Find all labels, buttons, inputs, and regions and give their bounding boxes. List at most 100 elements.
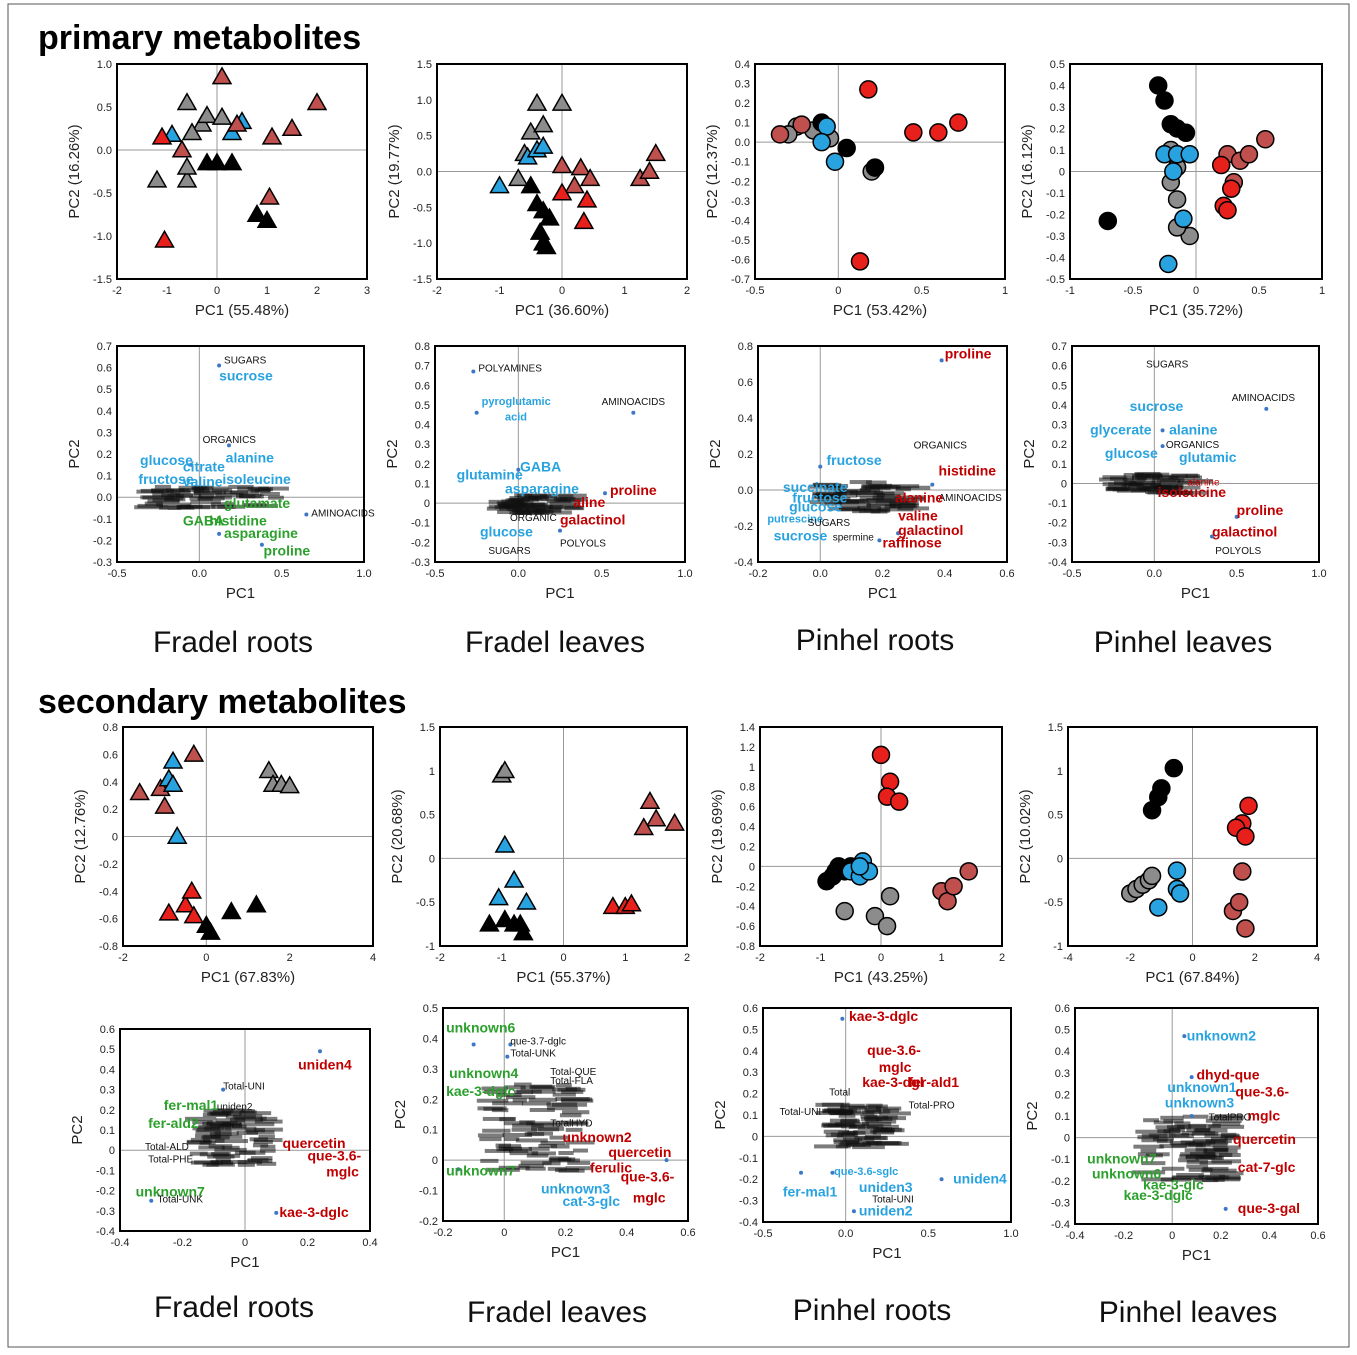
loading-cluster-mark: [1208, 1124, 1245, 1129]
x-tick-label: 0.4: [619, 1227, 634, 1239]
loading-cluster-mark: [546, 499, 572, 504]
loading-cluster-mark: [211, 504, 236, 509]
loading-label: quercetin: [608, 1144, 671, 1160]
loading-cluster-mark: [245, 1128, 265, 1133]
y-tick-label: -0.3: [1048, 537, 1067, 549]
loading-cluster-mark: [165, 496, 184, 501]
circle-marker-blue: [1159, 254, 1178, 274]
loading-cluster-mark: [144, 501, 163, 506]
x-tick-label: 0.6: [1310, 1230, 1325, 1242]
loading-cluster-mark: [825, 495, 841, 500]
y-tick-label: -1.5: [93, 274, 112, 286]
triangle-marker-brown: [664, 812, 685, 831]
loading-cluster-mark: [1173, 485, 1201, 490]
loading-cluster-mark: [808, 484, 841, 489]
x-tick-label: 1: [1319, 285, 1325, 297]
y-axis-label: PC2 (12.76%): [72, 789, 89, 883]
loading-cluster-mark: [865, 1119, 897, 1124]
loading-cluster-mark: [268, 495, 284, 500]
x-tick-label: 0.0: [813, 568, 828, 580]
loading-cluster-mark: [865, 480, 887, 485]
loading-cluster-mark: [530, 504, 553, 509]
loading-cluster-mark: [1201, 1168, 1237, 1173]
loading-cluster-mark: [896, 485, 931, 490]
loading-cluster-mark: [221, 1145, 240, 1150]
section-title-primary: primary metabolites: [38, 19, 361, 57]
loading-label: isoleucine: [1158, 484, 1227, 500]
y-tick-label: 1: [429, 766, 435, 778]
loading-cluster-mark: [154, 484, 172, 489]
loading-cluster-mark: [247, 487, 273, 492]
circle-marker-blue: [1174, 209, 1193, 229]
loading-cluster-mark: [549, 501, 580, 506]
loading-label: proline: [264, 543, 311, 559]
y-tick-label: -0.2: [1046, 210, 1065, 222]
loading-cluster-mark: [1168, 490, 1193, 495]
triangle-marker-grey: [551, 92, 573, 111]
loading-point: [877, 538, 882, 543]
y-tick-label: -0.2: [93, 535, 112, 547]
caption-fradel-leaves-secondary: Fradel leaves: [467, 1296, 647, 1329]
loading-label: fer-ald2: [148, 1115, 199, 1131]
x-tick-label: -0.5: [1063, 568, 1082, 580]
circle-marker-red: [1211, 155, 1231, 175]
loading-cluster-mark: [893, 497, 915, 502]
circle-marker-brown: [944, 877, 963, 896]
y-tick-label: 0.8: [740, 782, 755, 794]
loading-label: que-3.6-sglc: [834, 1166, 898, 1178]
triangle-marker-blue: [162, 750, 184, 769]
x-tick-label: -4: [1063, 952, 1073, 964]
loading-label: unknown4: [449, 1065, 518, 1081]
loading-cluster-mark: [491, 1108, 509, 1113]
triangle-marker-brown: [261, 126, 283, 145]
loading-cluster-mark: [530, 1126, 565, 1131]
loading-cluster-mark: [1163, 1119, 1184, 1124]
loading-cluster-mark: [1169, 1141, 1196, 1146]
circle-marker-black: [1155, 91, 1174, 110]
x-tick-label: -1: [162, 285, 172, 297]
circle-marker-brown: [792, 115, 811, 134]
loading-cluster-mark: [1213, 1177, 1241, 1182]
y-tick-label: 0.8: [415, 341, 430, 353]
chart-prim-score-pinhel-leaves: -1 -0.5 0 0.5 1-0.5-0.4-0.3-0.2-0.100.10.20.…: [1019, 59, 1325, 319]
loading-cluster-mark: [555, 1083, 572, 1088]
x-tick-label: 1.0: [1003, 1228, 1018, 1240]
loading-point: [516, 467, 521, 472]
loading-label: Total: [829, 1088, 850, 1099]
x-tick-label: 0.0: [1147, 568, 1162, 580]
loading-label: AMINOACIDS: [939, 493, 1003, 504]
x-tick-label: 2: [314, 285, 320, 297]
loading-point: [631, 410, 636, 415]
loading-point: [1264, 406, 1269, 411]
circle-marker-blue: [1149, 898, 1168, 917]
triangle-marker-black: [479, 913, 500, 932]
loading-cluster-mark: [485, 1167, 520, 1172]
x-tick-label: -1: [1065, 285, 1075, 297]
loading-point: [217, 363, 222, 368]
loading-label: uniden4: [298, 1056, 352, 1072]
loading-cluster-mark: [506, 1095, 536, 1100]
x-tick-label: -1: [497, 952, 507, 964]
loading-label: kae-3-glc: [1143, 1176, 1204, 1192]
loading-label: unknown2: [1187, 1027, 1256, 1043]
y-tick-label: -0.3: [731, 196, 750, 208]
loading-cluster-mark: [1135, 1129, 1171, 1134]
loading-cluster-mark: [240, 1109, 255, 1114]
y-tick-label: -0.4: [99, 886, 118, 898]
plot-frame: [116, 63, 368, 280]
loading-label: glycerate: [1090, 421, 1152, 437]
loading-cluster-mark: [1186, 1164, 1209, 1169]
y-tick-label: 0.5: [415, 400, 430, 412]
x-tick-label: 0.5: [921, 1228, 936, 1240]
loading-point: [1223, 1206, 1228, 1211]
triangle-marker-grey: [176, 169, 198, 188]
loading-cluster-mark: [229, 490, 249, 495]
x-tick-label: 2: [1252, 952, 1258, 964]
loading-cluster-mark: [209, 1132, 232, 1137]
triangle-marker-grey: [258, 760, 280, 779]
y-tick-label: 0.1: [743, 1110, 758, 1122]
loading-cluster-mark: [1105, 486, 1131, 491]
y-tick-label: -0.1: [1051, 1154, 1070, 1166]
y-tick-label: -0.4: [736, 901, 755, 913]
circle-marker-brown: [770, 125, 790, 144]
